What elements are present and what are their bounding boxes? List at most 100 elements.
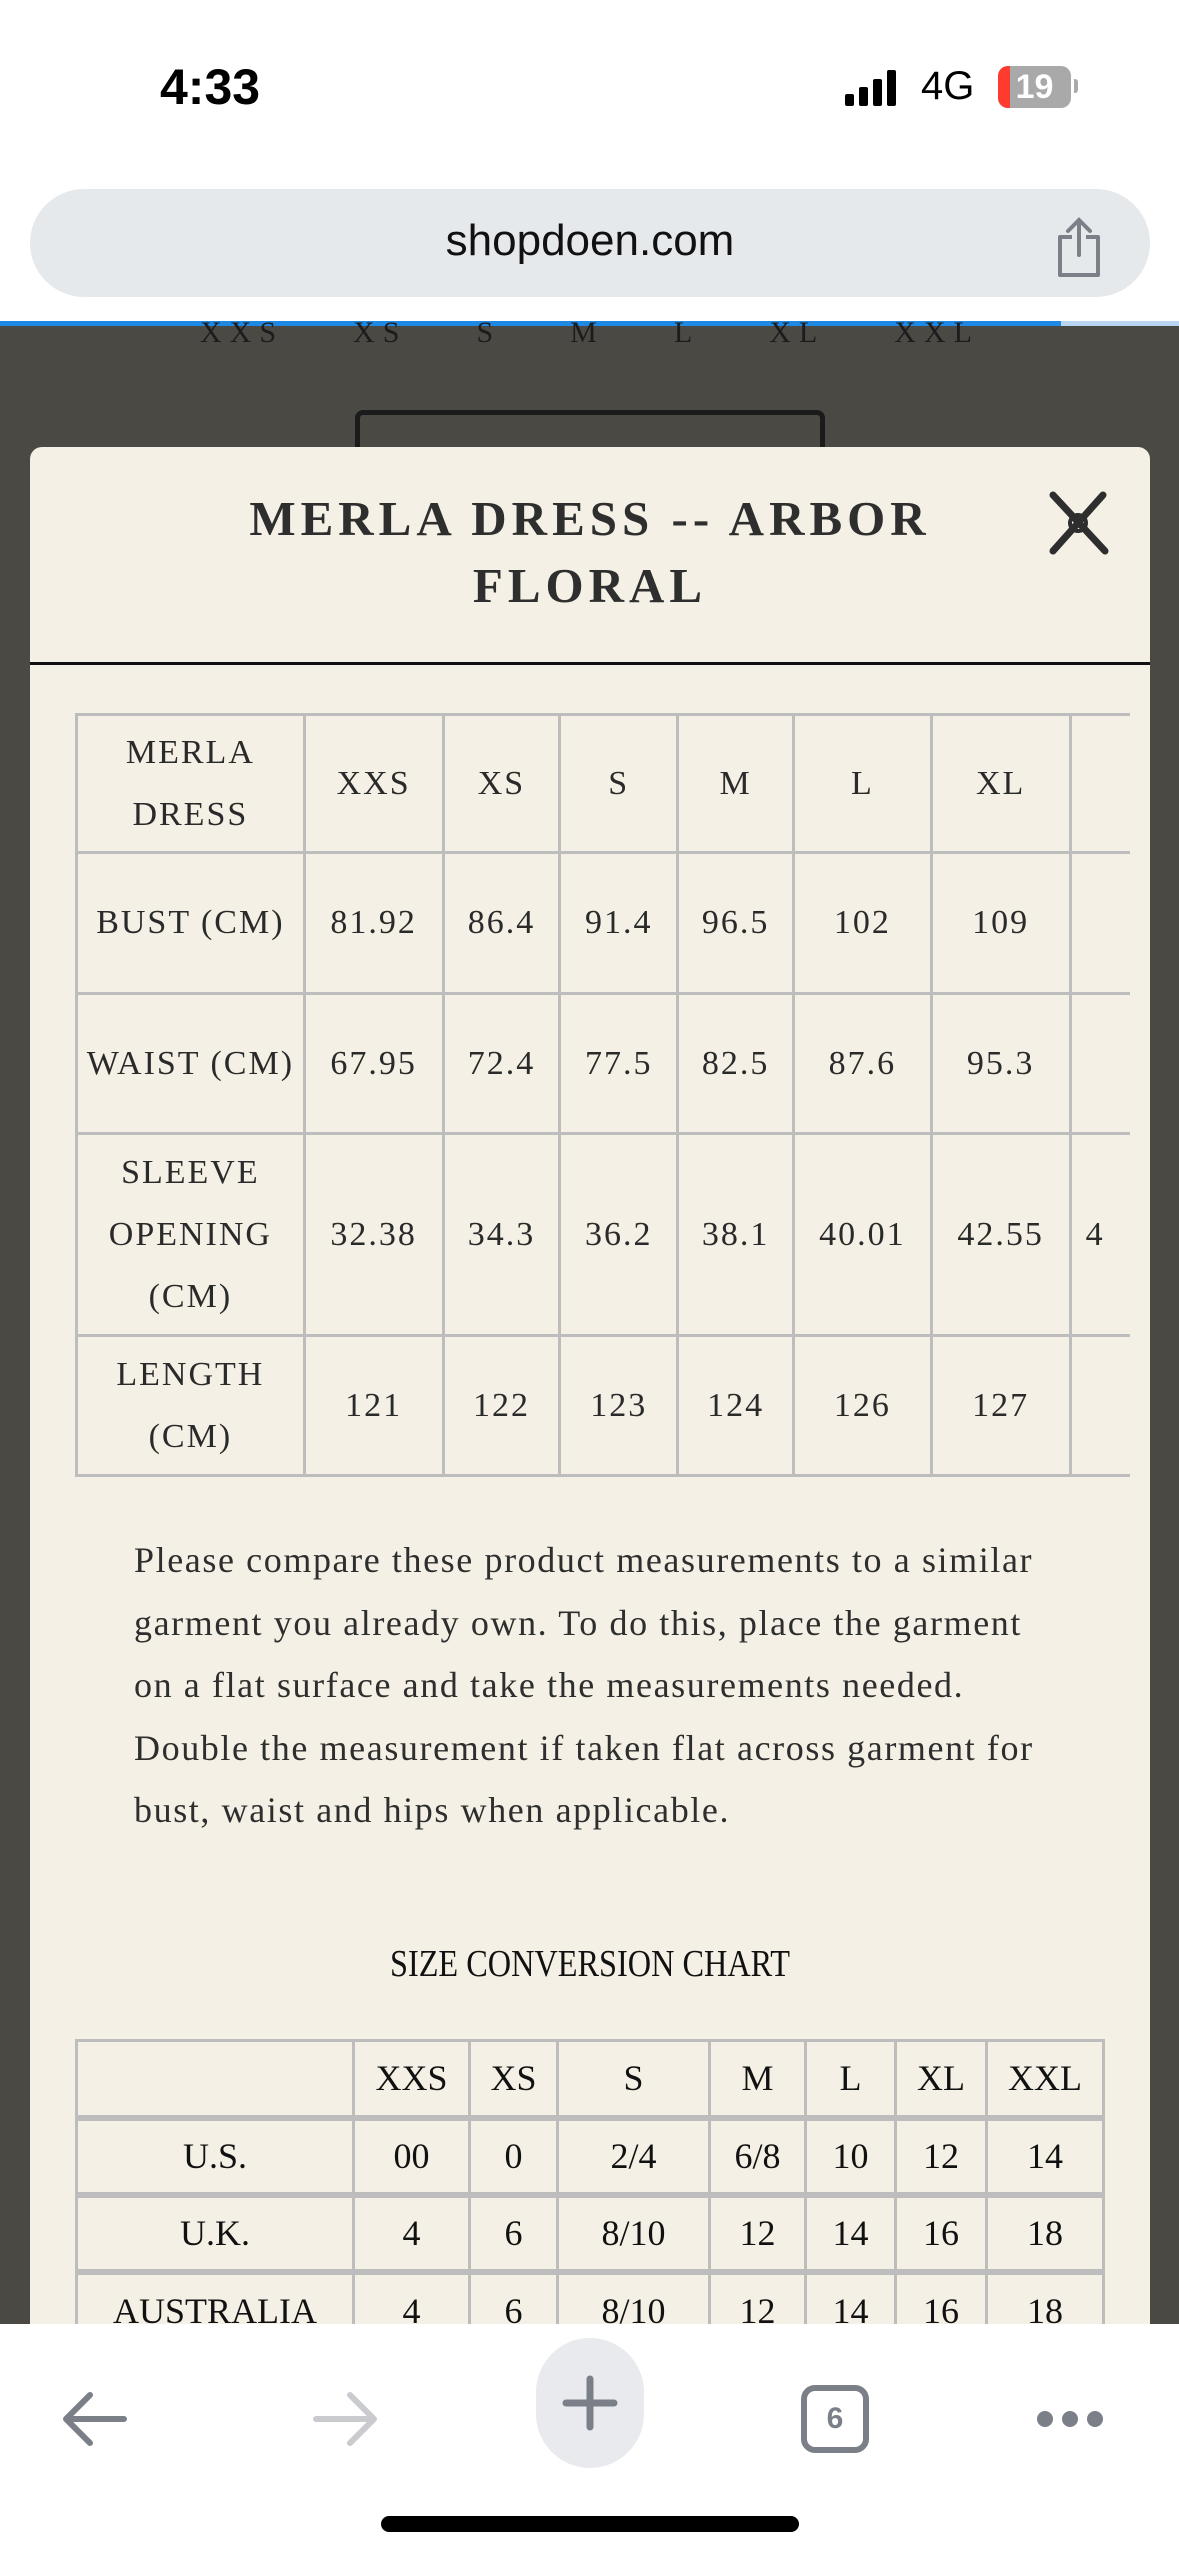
network-type: 4G bbox=[921, 64, 975, 108]
table-row: WAIST (CM) 67.95 72.4 77.5 82.5 87.6 95.3 bbox=[75, 992, 1130, 1135]
table-cell: 8/10 bbox=[556, 2268, 711, 2324]
table-cell: 18 bbox=[985, 2191, 1105, 2273]
row-label: AUSTRALIA bbox=[75, 2268, 355, 2324]
status-time: 4:33 bbox=[160, 59, 261, 115]
row-label: MERLA DRESS bbox=[75, 713, 306, 854]
size-chart-modal: MERLA DRESS -- ARBOR FLORAL MERLA DRESS X… bbox=[30, 447, 1150, 2324]
tabs-button[interactable]: 6 bbox=[780, 2354, 890, 2484]
background-size-label: S bbox=[476, 316, 502, 349]
table-row: SLEEVE OPENING (CM) 32.38 34.3 36.2 38.1 40.0… bbox=[75, 1132, 1130, 1337]
table-cell: 14 bbox=[804, 2191, 897, 2273]
table-cell: 8/10 bbox=[556, 2191, 711, 2273]
row-label: SLEEVE OPENING (CM) bbox=[75, 1132, 306, 1337]
table-cell: 4 bbox=[1068, 1132, 1130, 1337]
table-cell: 12 bbox=[708, 2268, 807, 2324]
table-cell: XXS bbox=[302, 713, 445, 854]
table-cell: L bbox=[804, 2039, 897, 2119]
address-bar[interactable]: shopdoen.com bbox=[30, 189, 1150, 297]
table-cell: 102 bbox=[791, 851, 933, 995]
signal-icon bbox=[845, 70, 896, 106]
table-cell: 10 bbox=[804, 2114, 897, 2196]
table-cell: 16 bbox=[894, 2191, 988, 2273]
arrow-right-icon bbox=[313, 2392, 377, 2446]
table-cell: 0 bbox=[468, 2114, 559, 2196]
table-cell: 4 bbox=[352, 2191, 471, 2273]
table-cell: 91.4 bbox=[558, 851, 680, 995]
table-cell: XXL bbox=[985, 2039, 1105, 2119]
table-cell: 67.95 bbox=[302, 992, 445, 1135]
battery-tip bbox=[1074, 79, 1078, 93]
decorative-frame bbox=[355, 410, 825, 450]
table-row: AUSTRALIA 4 6 8/10 12 14 16 18 bbox=[75, 2268, 1105, 2324]
battery-icon: 19 bbox=[998, 66, 1071, 108]
back-button[interactable] bbox=[40, 2354, 150, 2484]
table-cell: 77.5 bbox=[558, 992, 680, 1135]
table-cell: 96.5 bbox=[676, 851, 795, 995]
table-cell: XXS bbox=[352, 2039, 471, 2119]
table-cell: 2/4 bbox=[556, 2114, 711, 2196]
home-indicator bbox=[381, 2516, 799, 2532]
table-cell: 38.1 bbox=[676, 1132, 795, 1337]
battery-level: 19 bbox=[1015, 68, 1054, 106]
row-label: U.S. bbox=[75, 2114, 355, 2196]
row-label bbox=[75, 2039, 355, 2119]
table-cell: 16 bbox=[894, 2268, 988, 2324]
table-cell: XL bbox=[929, 713, 1072, 854]
table-row: U.S. 00 0 2/4 6/8 10 12 14 bbox=[75, 2114, 1105, 2196]
tab-count: 6 bbox=[801, 2385, 869, 2453]
table-cell: M bbox=[708, 2039, 807, 2119]
page-load-progress bbox=[0, 321, 1179, 326]
more-button[interactable] bbox=[1015, 2354, 1125, 2484]
table-cell: 127 bbox=[929, 1334, 1072, 1477]
background-size-label: XS bbox=[353, 316, 408, 349]
new-tab-button[interactable] bbox=[536, 2338, 644, 2468]
table-row: U.K. 4 6 8/10 12 14 16 18 bbox=[75, 2191, 1105, 2273]
table-cell: XL bbox=[894, 2039, 988, 2119]
background-size-label: M bbox=[570, 316, 605, 349]
table-cell: 87.6 bbox=[791, 992, 933, 1135]
table-cell: 32.38 bbox=[302, 1132, 445, 1337]
table-cell: 122 bbox=[441, 1334, 562, 1477]
background-size-label: XL bbox=[769, 316, 826, 349]
table-cell: 82.5 bbox=[676, 992, 795, 1135]
browser-toolbar: 6 bbox=[0, 2324, 1179, 2556]
table-cell: 72.4 bbox=[441, 992, 562, 1135]
table-cell: 40.01 bbox=[791, 1132, 933, 1337]
table-cell: 14 bbox=[985, 2114, 1105, 2196]
conversion-title: SIZE CONVERSION CHART bbox=[389, 1943, 791, 1985]
table-cell: S bbox=[556, 2039, 711, 2119]
table-cell bbox=[1068, 992, 1130, 1135]
table-cell: 14 bbox=[804, 2268, 897, 2324]
table-cell: 4 bbox=[352, 2268, 471, 2324]
table-cell: S bbox=[558, 713, 680, 854]
table-cell: 34.3 bbox=[441, 1132, 562, 1337]
table-cell: 124 bbox=[676, 1334, 795, 1477]
table-cell: 6/8 bbox=[708, 2114, 807, 2196]
arrow-left-icon bbox=[63, 2392, 127, 2446]
url-text[interactable]: shopdoen.com bbox=[445, 216, 735, 265]
background-size-label: XXS bbox=[200, 316, 285, 349]
title-divider bbox=[30, 662, 1150, 665]
table-cell: M bbox=[676, 713, 795, 854]
share-icon[interactable] bbox=[1052, 217, 1106, 279]
table-cell: 6 bbox=[468, 2268, 559, 2324]
background-size-label: L bbox=[673, 316, 701, 349]
plus-icon bbox=[562, 2375, 618, 2431]
table-cell: 00 bbox=[352, 2114, 471, 2196]
table-row: BUST (CM) 81.92 86.4 91.4 96.5 102 109 bbox=[75, 851, 1130, 995]
close-icon[interactable] bbox=[1045, 489, 1111, 555]
table-header-row: XXS XS S M L XL XXL bbox=[75, 2039, 1105, 2119]
table-cell: 18 bbox=[985, 2268, 1105, 2324]
forward-button[interactable] bbox=[290, 2354, 400, 2484]
table-row: LENGTH (CM) 121 122 123 124 126 127 bbox=[75, 1334, 1130, 1477]
table-cell: 12 bbox=[708, 2191, 807, 2273]
table-cell: 6 bbox=[468, 2191, 559, 2273]
background-size-strip: XXS XS S M L XL XXL bbox=[200, 316, 980, 350]
measurement-note: Please compare these product measurement… bbox=[134, 1540, 1034, 1830]
background-size-label: XXL bbox=[894, 316, 980, 349]
table-cell: 123 bbox=[558, 1334, 680, 1477]
more-icon bbox=[1037, 2411, 1103, 2427]
table-header-row: MERLA DRESS XXS XS S M L XL bbox=[75, 713, 1130, 854]
table-cell: 126 bbox=[791, 1334, 933, 1477]
table-cell: 121 bbox=[302, 1334, 445, 1477]
